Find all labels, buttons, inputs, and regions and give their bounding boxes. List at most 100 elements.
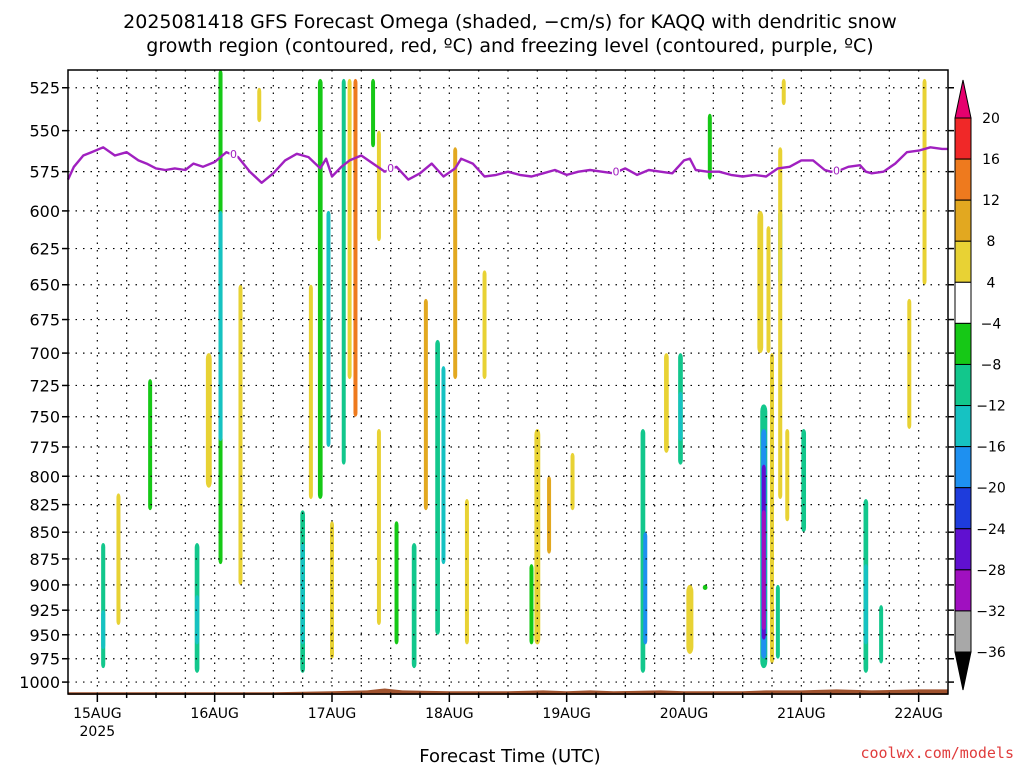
x-tick-label: 18AUG <box>425 706 474 722</box>
omega-region <box>534 428 541 645</box>
omega-region <box>907 298 912 429</box>
omega-shading <box>101 70 927 673</box>
y-tick-label: 875 <box>29 550 60 569</box>
colorbar-segment <box>954 199 972 242</box>
omega-region <box>101 610 106 650</box>
omega-region <box>766 226 771 354</box>
freezing-level-label: 0 <box>387 162 394 175</box>
colorbar-label: −32 <box>976 604 1006 620</box>
omega-region <box>547 476 552 554</box>
y-tick-label: 850 <box>29 523 60 542</box>
colorbar-label: −24 <box>976 522 1006 538</box>
colorbar-label: −12 <box>976 399 1006 415</box>
omega-region <box>411 542 417 669</box>
y-tick-label: 975 <box>29 650 60 669</box>
omega-region <box>376 428 381 626</box>
freezing-level-label: 0 <box>612 165 619 178</box>
x-tick-label: 20AUG <box>660 706 709 722</box>
y-tick-label: 950 <box>29 626 60 645</box>
x-tick-label: 15AUG <box>73 706 122 722</box>
y-axis: 525 550 575 600 625 650 675 700 725 750 775 800 825 8… <box>19 79 954 692</box>
y-tick-label: 825 <box>29 496 60 515</box>
omega-region <box>686 584 694 654</box>
omega-region <box>326 210 331 447</box>
y-tick-label: 725 <box>29 376 60 395</box>
y-tick-label: 650 <box>29 276 60 295</box>
y-tick-label: 925 <box>29 601 60 620</box>
freezing-level-label-bg <box>386 161 395 174</box>
omega-region <box>464 499 469 645</box>
freezing-level-label-bg <box>832 163 841 176</box>
omega-region <box>770 353 774 664</box>
credit-text: coolwx.com/models <box>860 744 1014 762</box>
omega-region <box>570 452 575 511</box>
omega-region <box>863 564 868 645</box>
freezing-level-label: 0 <box>230 148 237 161</box>
colorbar-segment <box>954 281 972 324</box>
x-axis-label: Forecast Time (UTC) <box>419 746 600 767</box>
omega-region <box>778 147 783 500</box>
x-tick-label: 19AUG <box>542 706 591 722</box>
omega-region <box>300 542 305 645</box>
colorbar-segment <box>954 569 972 612</box>
omega-region <box>435 339 440 635</box>
colorbar-bottom-triangle <box>954 651 972 691</box>
colorbar-label: −8 <box>981 357 1002 373</box>
omega-region <box>785 428 790 522</box>
y-tick-label: 675 <box>29 311 60 330</box>
colorbar-segment <box>954 240 972 283</box>
colorbar-segment <box>954 487 972 530</box>
freezing-level-label-bg <box>611 164 620 177</box>
y-tick-label: 1000 <box>19 673 60 692</box>
omega-region <box>922 78 927 285</box>
omega-region <box>330 521 334 659</box>
y-tick-label: 575 <box>29 163 60 182</box>
freezing-level-line <box>66 146 948 184</box>
y-tick-label: 700 <box>29 344 60 363</box>
omega-region <box>116 493 121 626</box>
omega-region <box>707 113 712 180</box>
omega-region <box>664 353 669 453</box>
y-tick-label: 800 <box>29 467 60 486</box>
colorbar-label: 16 <box>982 152 1000 168</box>
omega-region <box>308 284 313 500</box>
omega-region <box>423 298 428 511</box>
colorbar-label: 8 <box>987 234 996 250</box>
plot-area <box>68 70 948 694</box>
x-tick-sublabel: 2025 <box>80 724 116 740</box>
colorbar-label: −28 <box>976 563 1006 579</box>
y-tick-label: 550 <box>29 122 60 141</box>
omega-region <box>347 78 352 380</box>
y-tick-label: 750 <box>29 408 60 427</box>
omega-region <box>775 584 780 659</box>
omega-region <box>376 130 381 242</box>
plot-background <box>68 70 948 694</box>
omega-region <box>453 147 458 380</box>
freezing-level-contour: 0 0 0 0 <box>66 146 948 184</box>
omega-region <box>371 78 376 148</box>
chart-title-line2: growth region (contoured, red, ºC) and f… <box>146 35 873 57</box>
omega-region <box>529 564 534 645</box>
x-tick-label: 16AUG <box>190 706 239 722</box>
colorbar-label: −16 <box>976 440 1006 456</box>
omega-region <box>257 87 262 123</box>
colorbar-segment <box>954 528 972 571</box>
colorbar-segment <box>954 158 972 201</box>
omega-region <box>801 428 807 533</box>
freezing-level-label: 0 <box>833 165 840 178</box>
omega-region <box>678 391 683 442</box>
omega-region <box>441 366 446 565</box>
colorbar-segment <box>954 446 972 489</box>
x-tick-label: 17AUG <box>308 706 357 722</box>
omega-region <box>101 542 106 669</box>
colorbar-top-triangle <box>954 79 972 119</box>
x-tick-label: 22AUG <box>894 706 943 722</box>
colorbar-segment <box>954 610 972 653</box>
y-tick-label: 600 <box>29 202 60 221</box>
colorbar: 20 16 12 8 4 −4 −8 −12 −16 −20 −24 −28 −32 −36 <box>954 79 1006 691</box>
omega-region <box>218 210 223 442</box>
colorbar-label: −36 <box>976 645 1006 661</box>
chart-title-line1: 2025081418 GFS Forecast Omega (shaded, −… <box>123 11 897 33</box>
colorbar-segment <box>954 117 972 160</box>
omega-region <box>757 210 764 354</box>
